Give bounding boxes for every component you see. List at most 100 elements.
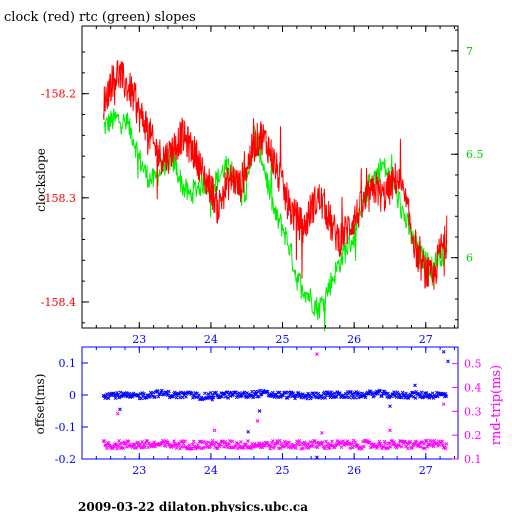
offset-point (190, 391, 194, 395)
rndtrip-point (218, 442, 223, 447)
rndtrip-point (348, 446, 352, 450)
top-ytick-label: -158.4 (41, 296, 76, 309)
rndtrip-point (443, 446, 448, 451)
rndtrip-point (386, 445, 390, 450)
offset-point (332, 391, 337, 396)
clockslope-ticks: 23 24 25 26 27 -158.2 -158.3 -158.4 7 6.5 6 (41, 26, 484, 346)
bot-xtick-label: 27 (419, 464, 433, 477)
bot-y2tick-label: 0.1 (464, 453, 482, 466)
rndtrip-point (161, 440, 166, 444)
offset-point (155, 389, 160, 393)
offset-point (313, 391, 318, 395)
top-ytick-label: -158.2 (41, 88, 76, 101)
rndtrip-outlier-point (255, 419, 260, 423)
offset-outlier-point (315, 455, 319, 460)
offset-point (184, 394, 188, 399)
offset-point (214, 390, 218, 395)
offset-point (151, 390, 156, 395)
rndtrip-outlier-point (315, 352, 319, 356)
bot-xtick-label: 25 (276, 464, 290, 477)
rndtrip-point (189, 446, 193, 451)
offset-point (106, 396, 111, 401)
top-xtick-label: 25 (276, 333, 290, 346)
rndtrip-point (163, 444, 168, 448)
offset-point (111, 391, 116, 396)
rndtrip-point (210, 438, 215, 443)
offset-point (118, 390, 123, 395)
rndtrip-point (246, 439, 250, 443)
offset-point (334, 395, 339, 399)
rndtrip-point (206, 440, 211, 445)
offset-point (409, 394, 414, 399)
rndtrip-point (293, 443, 297, 448)
offset-point (265, 390, 270, 394)
offset-point (355, 392, 359, 397)
offset-point (172, 390, 177, 395)
bot-y2tick-label: 0.5 (464, 358, 482, 371)
rndtrip-point (172, 439, 176, 443)
rndtrip-point (353, 440, 358, 445)
rndtrip-point (320, 440, 325, 445)
rndtrip-point (282, 444, 286, 449)
rndtrip-point (356, 443, 360, 447)
rndtrip-point (306, 441, 310, 446)
rtc-series-line (103, 108, 448, 332)
top-ytick-label: -158.3 (41, 192, 76, 205)
rndtrip-point (262, 443, 267, 448)
rndtrip-point (405, 446, 410, 451)
rndtrip-point (429, 439, 434, 444)
offset-outlier-point (118, 407, 122, 412)
offset-point (160, 388, 164, 393)
rndtrip-axis-label: rnd-trip(ms) (489, 365, 504, 445)
rndtrip-point (337, 439, 342, 444)
rndtrip-point (176, 443, 181, 448)
offset-point (258, 388, 262, 393)
rndtrip-point (131, 442, 136, 447)
rndtrip-point (227, 438, 232, 443)
offset-point (115, 390, 120, 395)
offset-point (419, 390, 424, 395)
rndtrip-point (424, 438, 429, 443)
top-xtick-label: 26 (347, 333, 361, 346)
offset-point (201, 396, 206, 401)
rndtrip-point (381, 445, 386, 449)
rndtrip-point (408, 439, 413, 444)
rndtrip-point (183, 439, 187, 444)
rndtrip-point (440, 439, 444, 444)
rndtrip-outlier-point (441, 402, 446, 407)
offset-point (250, 389, 255, 394)
rndtrip-point (105, 446, 109, 451)
rndtrip-point (270, 439, 275, 443)
bot-xtick-label: 26 (347, 464, 361, 477)
rndtrip-point (277, 438, 282, 443)
offset-outlier-point (413, 383, 417, 388)
rndtrip-point (136, 440, 140, 445)
rndtrip-point (196, 443, 200, 447)
offset-point (406, 396, 411, 400)
rndtrip-point (430, 442, 435, 447)
offset-point (283, 391, 288, 395)
offset-point (323, 396, 328, 400)
rndtrip-point (325, 441, 330, 446)
offset-point (223, 394, 228, 399)
chart-title: clock (red) rtc (green) slopes (4, 10, 196, 25)
clock-series-line (103, 59, 448, 290)
offset-point (329, 390, 334, 394)
offset-outlier-point (441, 349, 446, 354)
rndtrip-point (301, 446, 305, 451)
rndtrip-point (268, 446, 273, 451)
clockslope-series (103, 59, 448, 332)
rndtrip-point (273, 441, 278, 446)
rndtrip-point (361, 439, 365, 444)
offset-point (209, 390, 213, 395)
rndtrip-point (240, 445, 245, 450)
rndtrip-point (423, 446, 427, 451)
top-xtick-label: 27 (419, 333, 433, 346)
offset-point (327, 393, 332, 398)
rndtrip-point (104, 443, 108, 448)
offset-point (220, 394, 224, 399)
offset-point (142, 391, 146, 396)
rndtrip-point (362, 444, 366, 449)
rndtrip-point (315, 445, 320, 450)
